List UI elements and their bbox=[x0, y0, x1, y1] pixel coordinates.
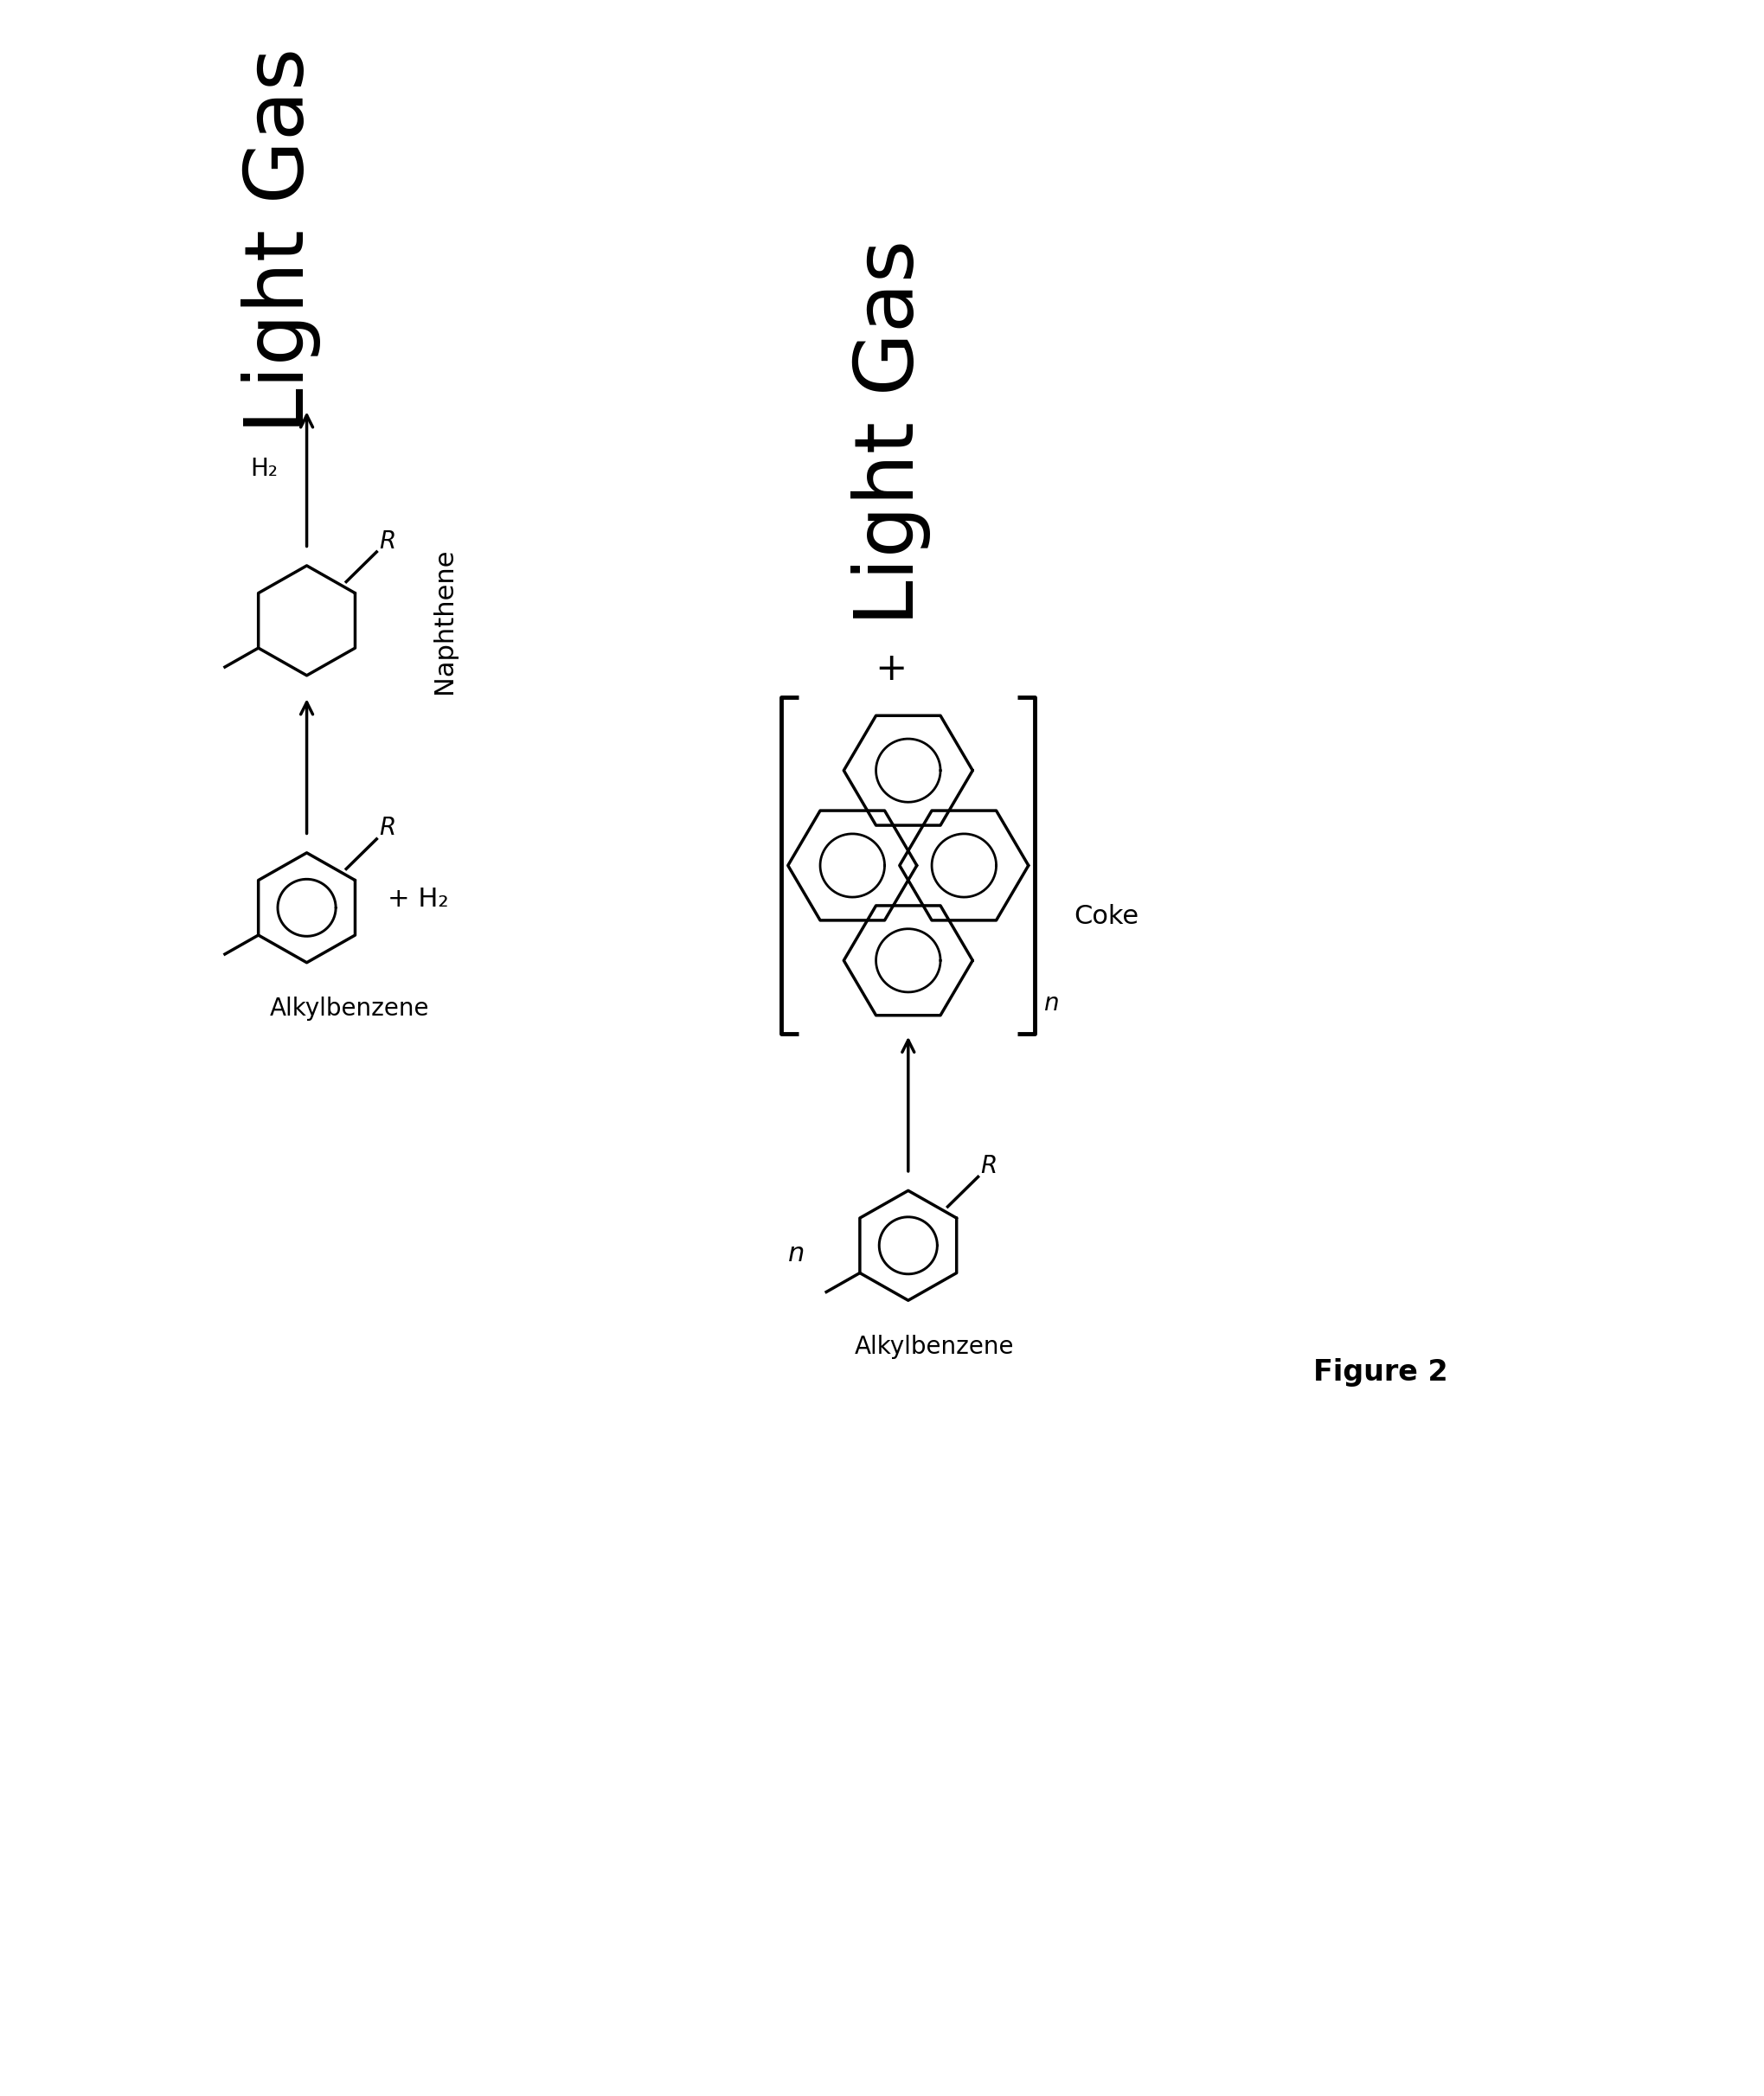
Text: n: n bbox=[789, 1241, 804, 1266]
Text: Alkylbenzene: Alkylbenzene bbox=[854, 1335, 1014, 1358]
Text: R: R bbox=[379, 528, 395, 553]
Text: Light Gas: Light Gas bbox=[852, 239, 931, 625]
Text: n: n bbox=[1044, 991, 1058, 1017]
Text: Naphthene: Naphthene bbox=[432, 547, 457, 694]
Text: Figure 2: Figure 2 bbox=[1314, 1358, 1448, 1385]
Text: +: + bbox=[875, 650, 907, 687]
Text: H₂: H₂ bbox=[250, 457, 277, 480]
Text: Light Gas: Light Gas bbox=[242, 48, 321, 434]
Text: + H₂: + H₂ bbox=[388, 887, 448, 912]
Text: Alkylbenzene: Alkylbenzene bbox=[270, 998, 429, 1021]
Text: R: R bbox=[379, 815, 395, 840]
Text: Coke: Coke bbox=[1074, 903, 1138, 929]
Text: R: R bbox=[981, 1155, 997, 1178]
